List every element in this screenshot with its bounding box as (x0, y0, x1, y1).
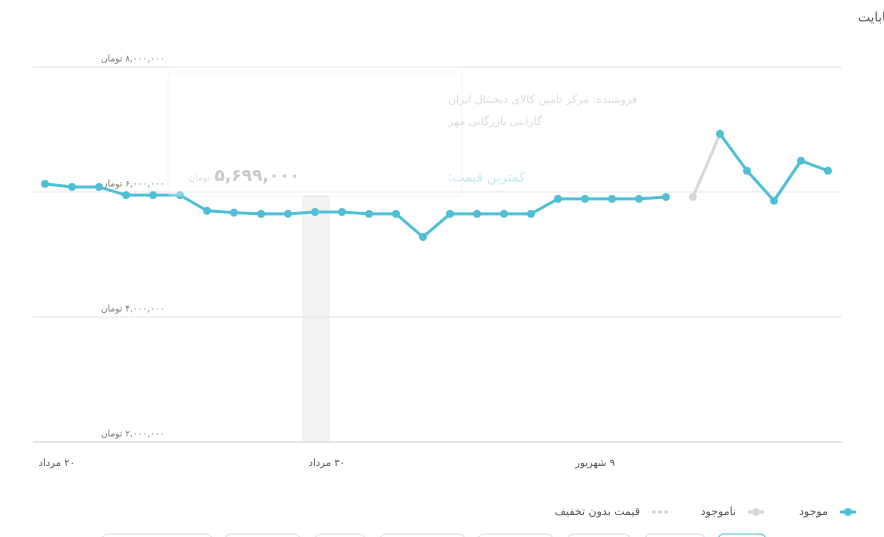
legend-label: ناموجود (701, 505, 736, 518)
tooltip: فروشنده: مرکز تامین کالای دیجیتال ایران … (167, 71, 637, 197)
legend-swatch-dot (664, 510, 668, 514)
data-point (149, 191, 157, 200)
data-point (770, 196, 778, 205)
x-tick-label: ۲۰ مرداد (39, 458, 76, 469)
legend-swatch-dot (658, 510, 662, 514)
button-row (102, 533, 766, 537)
data-point (689, 193, 697, 201)
data-point (257, 209, 265, 218)
data-point (500, 209, 508, 218)
data-point (662, 193, 670, 201)
y-tick-label: ۴,۰۰۰,۰۰۰ تومان (101, 305, 165, 315)
tooltip-price-label: کمترین قیمت: (448, 171, 526, 186)
tooltip-price: ۵,۶۹۹,۰۰۰ (214, 166, 300, 186)
data-point (797, 156, 805, 165)
button[interactable] (102, 533, 212, 537)
data-point (122, 191, 130, 200)
legend-label: موجود (799, 505, 828, 518)
legend-label: قیمت بدون تخفیف (555, 505, 640, 518)
data-point (68, 183, 76, 191)
button[interactable] (645, 533, 705, 537)
hover-band (302, 195, 330, 442)
data-point (527, 209, 535, 218)
y-tick-label: ۲,۰۰۰,۰۰۰ تومان (101, 430, 165, 440)
button[interactable] (568, 533, 630, 537)
y-tick-label: ۶,۰۰۰,۰۰۰ تومان (101, 180, 165, 190)
data-point (446, 209, 454, 218)
data-point (635, 194, 643, 203)
button[interactable] (478, 533, 553, 537)
tooltip-unit: تومان (189, 174, 211, 184)
data-point (365, 209, 373, 218)
data-point (338, 208, 346, 216)
button[interactable] (380, 533, 465, 537)
tooltip-warranty: گارانتی بازرگانی مهر (447, 115, 543, 128)
data-point (473, 209, 481, 218)
button[interactable] (225, 533, 300, 537)
button[interactable] (718, 533, 766, 537)
data-point (419, 233, 427, 241)
data-point (284, 209, 292, 218)
y-tick-label: ۸,۰۰۰,۰۰۰ تومان (101, 55, 165, 65)
data-point (716, 129, 724, 138)
legend-item: موجود (799, 505, 856, 518)
data-point (176, 191, 184, 200)
series-line (691, 133, 722, 198)
legend-item: ناموجود (701, 505, 764, 518)
data-point (95, 183, 103, 191)
legend-item: قیمت بدون تخفیف (555, 505, 668, 518)
data-point (203, 206, 211, 215)
data-point (230, 208, 238, 217)
data-point (392, 209, 400, 218)
legend-swatch-dot (844, 508, 852, 516)
data-point (41, 179, 49, 188)
chart-title: گوشی موبایل شیائومی مدل Redmi Note 8 Pro… (858, 10, 884, 26)
data-point (743, 166, 751, 175)
legend-swatch-dot (752, 508, 760, 516)
data-point (311, 208, 319, 216)
tooltip-box (167, 71, 463, 197)
data-point (554, 194, 562, 203)
data-point (581, 194, 589, 203)
tooltip-seller: فروشنده: مرکز تامین کالای دیجیتال ایران (448, 93, 637, 106)
data-point (608, 194, 616, 203)
x-tick-label: ۳۰ مرداد (309, 458, 346, 469)
data-point (824, 166, 832, 175)
button[interactable] (315, 533, 365, 537)
legend-swatch-dot (652, 510, 656, 514)
x-tick-label: ۹ شهریور (574, 458, 615, 469)
